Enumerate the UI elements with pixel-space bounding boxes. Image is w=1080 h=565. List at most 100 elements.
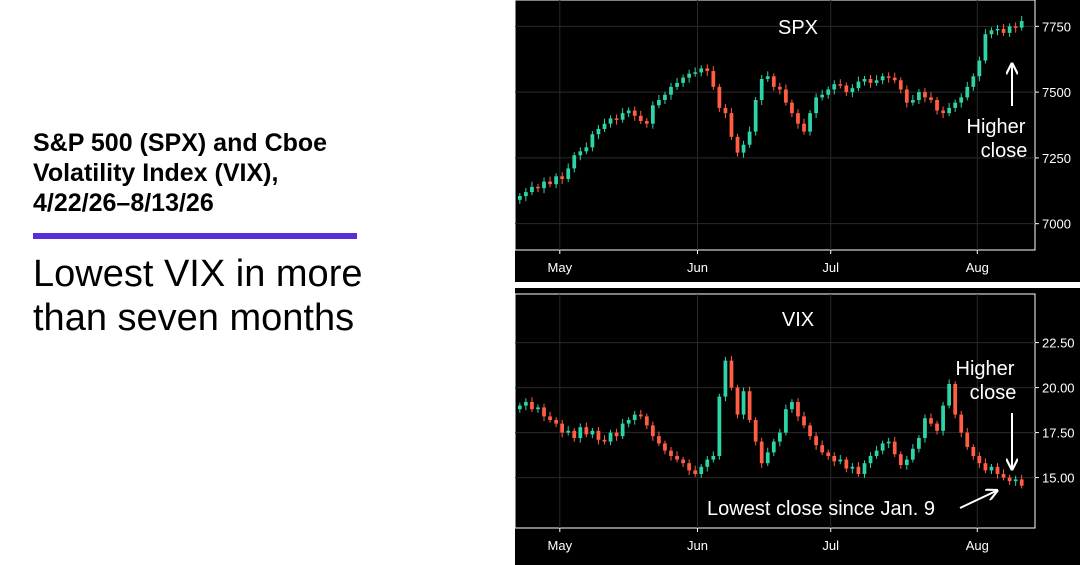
candle — [790, 99, 794, 118]
candle — [572, 152, 577, 173]
candle-body — [650, 425, 655, 437]
candle — [880, 440, 885, 455]
candle — [620, 108, 625, 123]
candle-body — [796, 113, 800, 124]
candle — [590, 427, 595, 439]
candle-body — [699, 466, 704, 474]
candle-body — [669, 450, 673, 456]
candle-body — [644, 416, 649, 426]
candle — [808, 110, 812, 136]
candle-body — [663, 443, 667, 451]
candle-body — [717, 86, 722, 108]
vix-candles — [517, 355, 1024, 489]
candle-body — [923, 418, 927, 438]
candle — [650, 421, 655, 441]
candle — [608, 115, 613, 128]
candle-body — [657, 436, 661, 444]
accent-divider — [33, 233, 357, 239]
candle-body — [929, 97, 933, 100]
candle-body — [729, 360, 734, 388]
candle — [753, 97, 758, 136]
candle-body — [995, 466, 1000, 474]
x-tick-label: May — [548, 260, 573, 275]
candle-body — [929, 418, 933, 424]
candle-body — [838, 84, 843, 86]
vix-annotation-higher-line-2: close — [970, 382, 1017, 404]
candle — [554, 417, 558, 428]
candle — [650, 101, 655, 129]
candle — [536, 404, 540, 413]
candle-body — [602, 123, 607, 129]
candle-body — [566, 168, 571, 179]
candle-body — [584, 427, 589, 435]
candle-body — [524, 192, 528, 197]
candle-body — [705, 459, 710, 467]
y-tick-label: 7000 — [1042, 217, 1071, 232]
candle — [832, 80, 837, 95]
candle-body — [771, 441, 776, 453]
candle — [910, 95, 915, 106]
candle-body — [977, 456, 982, 464]
candle — [989, 27, 994, 39]
candle — [657, 431, 661, 447]
spx-annotation-line-1: Higher — [967, 116, 1026, 138]
candle — [584, 422, 589, 438]
candle-body — [578, 151, 583, 156]
candle — [923, 88, 927, 103]
candle-body — [856, 466, 861, 474]
candle — [814, 93, 818, 119]
candle — [935, 97, 939, 115]
candle — [838, 454, 843, 465]
candle-body — [542, 181, 546, 189]
candle — [747, 386, 752, 423]
candle-body — [687, 463, 692, 471]
candle-body — [917, 438, 921, 449]
candle — [548, 411, 552, 423]
candle — [717, 393, 722, 460]
candle — [965, 81, 970, 101]
candle — [566, 426, 571, 436]
candle — [777, 428, 782, 447]
spx-candles — [517, 16, 1024, 204]
candle — [796, 109, 800, 129]
candle-body — [784, 409, 788, 433]
candle-body — [832, 84, 837, 90]
candle — [874, 445, 879, 459]
candle — [517, 193, 522, 204]
candle — [935, 420, 939, 435]
candle — [917, 89, 921, 104]
candle-body — [675, 456, 679, 460]
candle — [856, 462, 861, 477]
candle — [1013, 22, 1018, 33]
candle — [632, 106, 637, 121]
candle-body — [590, 134, 595, 148]
candle-body — [759, 441, 764, 464]
candle — [802, 411, 806, 429]
candle-body — [971, 447, 976, 456]
candle — [759, 437, 764, 468]
candle — [620, 418, 625, 440]
candle-body — [844, 459, 849, 469]
y-tick-label: 15.00 — [1042, 471, 1075, 486]
candle-body — [892, 441, 897, 455]
candle-body — [904, 459, 909, 465]
candle — [959, 410, 964, 438]
candle — [826, 86, 831, 99]
candle — [548, 176, 552, 188]
candle-body — [560, 423, 565, 433]
candle — [1019, 474, 1024, 489]
candle — [917, 435, 921, 453]
candle — [578, 147, 583, 161]
candle — [898, 77, 903, 94]
candle — [729, 108, 734, 140]
candle-body — [838, 459, 843, 462]
candle-body — [620, 113, 625, 120]
candle-body — [548, 416, 552, 420]
spx-x-axis: May Jun Jul Aug — [548, 250, 989, 275]
candle-body — [868, 78, 873, 83]
candle-body — [723, 360, 728, 397]
candle — [784, 84, 788, 106]
candle — [790, 399, 794, 413]
candle-body — [947, 107, 952, 114]
